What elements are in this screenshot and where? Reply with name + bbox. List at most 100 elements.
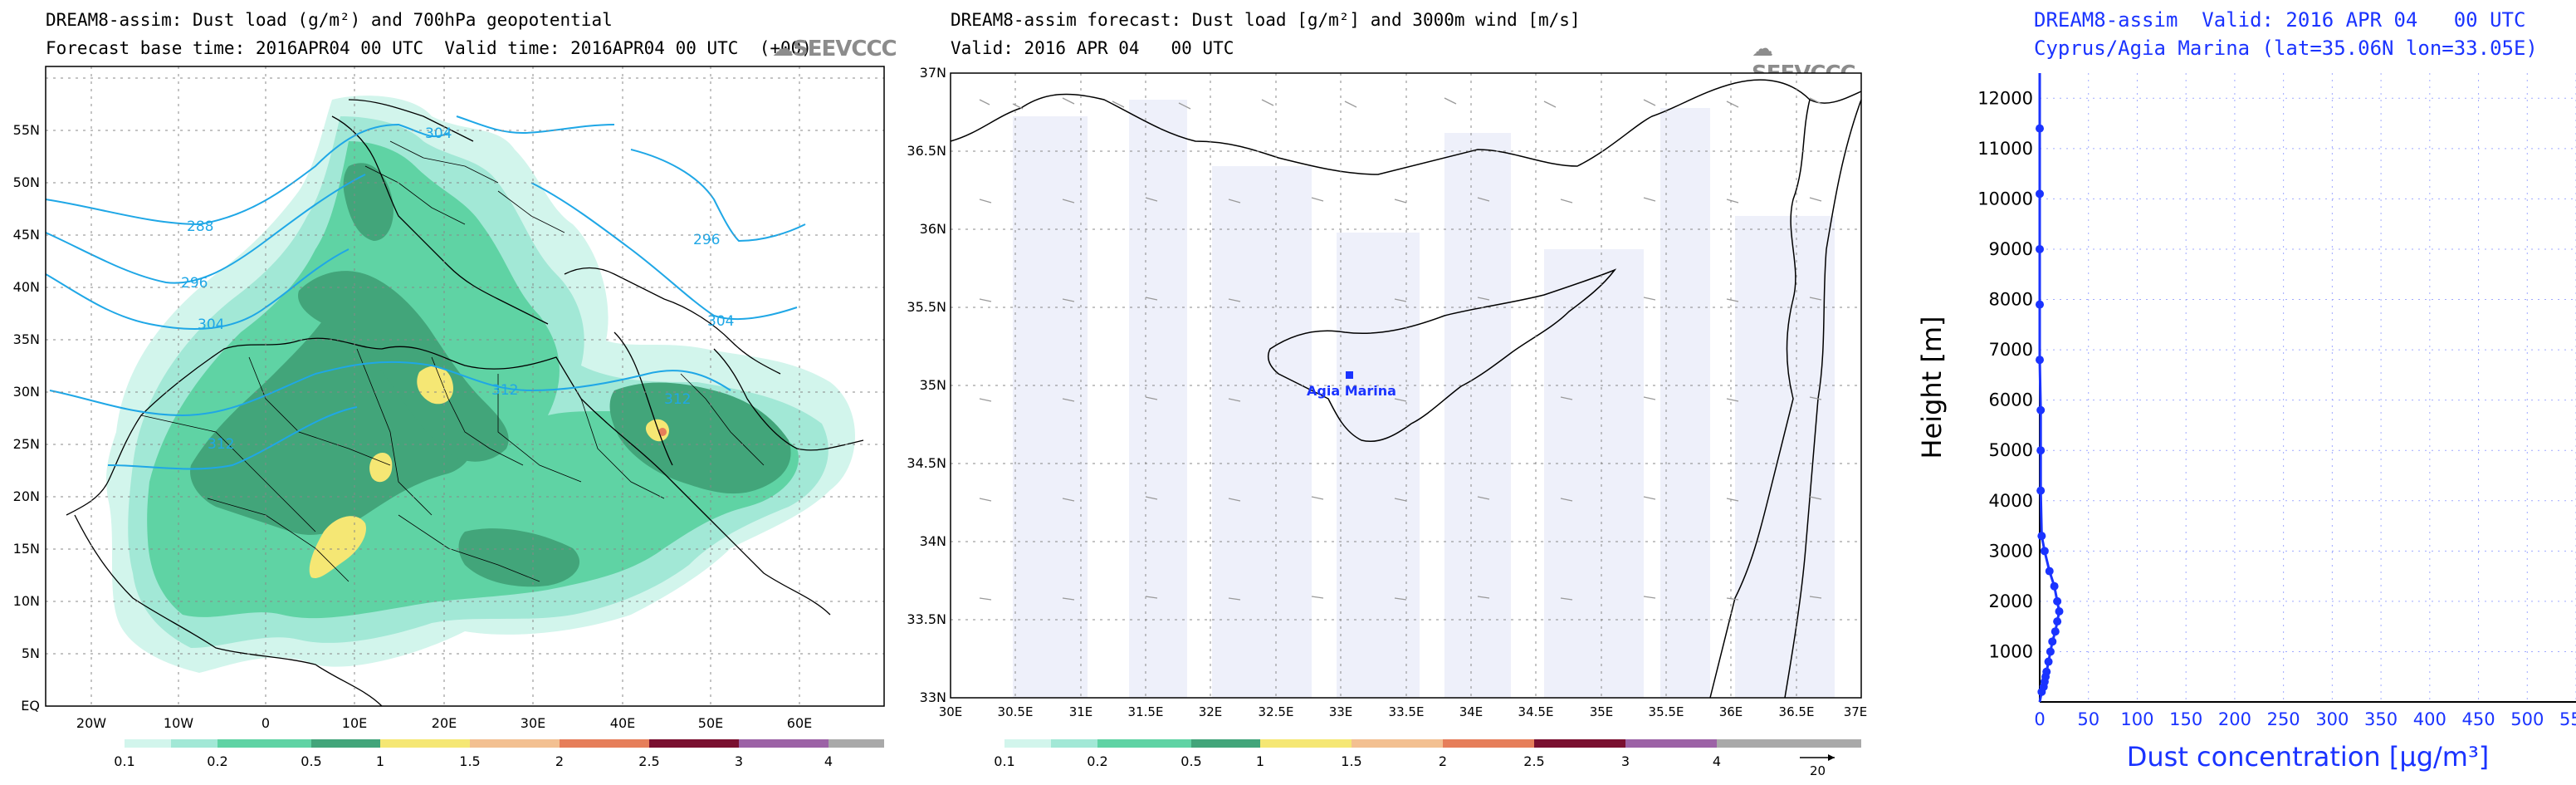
contour-label: 312 xyxy=(491,382,518,399)
map1-colorbar-labels: 0.1 0.2 0.5 1 1.5 2 2.5 3 4 xyxy=(114,753,833,769)
profile-chart-svg: 0 50 100 150 200 250 300 350 400 450 500 550 1000 200… xyxy=(1916,73,2576,773)
profile-point xyxy=(2046,647,2055,656)
cyprus-wind-map-panel: DREAM8-assim forecast: Dust load [g/m²] … xyxy=(907,0,1868,785)
x-tick-label: 250 xyxy=(2267,709,2300,729)
lon-label: 30.5E xyxy=(998,704,1034,719)
profile-point xyxy=(2053,617,2062,626)
colorbar-segment xyxy=(1191,739,1260,748)
contour-label: 312 xyxy=(664,391,691,408)
lat-label: 45N xyxy=(13,227,40,243)
lat-label: 37N xyxy=(920,65,946,81)
map2-lon-labels: 30E 30.5E 31E 31.5E 32E 32.5E 33E 33.5E … xyxy=(939,704,1868,719)
turkey-coast xyxy=(950,79,1862,175)
colorbar-label: 4 xyxy=(824,753,833,769)
colorbar-segment xyxy=(1625,739,1717,748)
profile-point xyxy=(2045,567,2054,576)
colorbar-label: 0.2 xyxy=(1087,753,1107,769)
colorbar-segment xyxy=(829,739,884,748)
x-tick-label: 200 xyxy=(2218,709,2251,729)
lon-label: 35.5E xyxy=(1649,704,1684,719)
station-marker xyxy=(1346,371,1353,379)
x-tick-label: 450 xyxy=(2461,709,2495,729)
colorbar-segment xyxy=(380,739,470,748)
lon-label: 31.5E xyxy=(1128,704,1164,719)
colorbar-segment xyxy=(218,739,311,748)
contour-label: 304 xyxy=(707,313,734,330)
profile-point xyxy=(2036,244,2044,253)
lat-label: 33.5N xyxy=(907,611,946,627)
arrow-head-icon xyxy=(1828,754,1835,761)
colorbar-label: 3 xyxy=(735,753,743,769)
lat-label: 33N xyxy=(920,689,946,705)
contour-label: 296 xyxy=(181,275,208,292)
profile-line xyxy=(2038,73,2061,703)
station-label: Agia Marina xyxy=(1307,383,1396,399)
lon-label: 34.5E xyxy=(1518,704,1554,719)
map2-svg: Agia Marina 33N 33.5N 34N 34.5N 35N 35.5… xyxy=(907,65,1868,778)
map2-colorbar-labels: 0.1 0.2 0.5 1 1.5 2 2.5 3 4 xyxy=(994,753,1721,769)
lat-label: 34N xyxy=(920,533,946,549)
y-axis-title: Height [m] xyxy=(1916,316,1948,459)
dust-layer-dark-e xyxy=(343,163,393,241)
map2-grid xyxy=(951,73,1861,698)
colorbar-label: 0.5 xyxy=(301,753,321,769)
dust-yellow-3 xyxy=(309,516,366,578)
map2-subtitle: Valid: 2016 APR 04 00 UTC xyxy=(951,38,1234,58)
dust-yellow-2 xyxy=(369,453,393,483)
profile-point xyxy=(2051,627,2060,636)
colorbar-segment xyxy=(311,739,380,748)
vertical-profile-panel: DREAM8-assim Valid: 2016 APR 04 00 UTC C… xyxy=(1901,0,2576,785)
profile-point xyxy=(2036,300,2044,309)
lon-label: 32.5E xyxy=(1259,704,1294,719)
levant-coast xyxy=(1709,99,1811,699)
colorbar-segment xyxy=(470,739,560,748)
profile-point xyxy=(2036,124,2044,133)
lon-label: 33.5E xyxy=(1389,704,1425,719)
map1-lon-labels: 20W 10W 0 10E 20E 30E 40E 50E 60E xyxy=(76,715,812,731)
colorbar-label: 0.1 xyxy=(994,753,1014,769)
y-tick-label: 9000 xyxy=(1989,239,2033,259)
lon-label: 50E xyxy=(698,715,723,731)
x-tick-label: 400 xyxy=(2413,709,2446,729)
lon-label: 60E xyxy=(787,715,812,731)
contour-label: 288 xyxy=(187,218,213,235)
lat-label: 35.5N xyxy=(907,299,946,315)
lat-label: 36N xyxy=(920,221,946,237)
colorbar-segment xyxy=(1004,739,1051,748)
x-tick-label: 350 xyxy=(2364,709,2398,729)
cloud-icon: ☁ xyxy=(772,37,794,61)
wind-vectors xyxy=(979,97,1822,601)
profile-point xyxy=(2036,486,2046,495)
map2-title: DREAM8-assim forecast: Dust load [g/m²] … xyxy=(951,10,1581,30)
colorbar-label: 1 xyxy=(1256,753,1264,769)
colorbar-segment xyxy=(739,739,829,748)
colorbar-label: 2 xyxy=(555,753,564,769)
profile-point xyxy=(2036,446,2046,455)
contour-label: 296 xyxy=(693,232,720,248)
reference-vector-label: 20 xyxy=(1810,763,1826,778)
x-tick-label: 150 xyxy=(2169,709,2202,729)
x-tick-label: 0 xyxy=(2034,709,2045,729)
profile-grid xyxy=(2039,73,2576,702)
profile-point xyxy=(2036,405,2046,415)
colorbar-segment xyxy=(560,739,649,748)
dust-yellow-1 xyxy=(417,366,453,405)
y-tick-label: 4000 xyxy=(1989,491,2033,511)
y-tick-label: 1000 xyxy=(1989,641,2033,661)
y-tick-label: 8000 xyxy=(1989,290,2033,310)
profile-point xyxy=(2044,657,2053,666)
profile-point xyxy=(2040,547,2049,556)
lon-label: 34E xyxy=(1459,704,1484,719)
y-tick-label: 10000 xyxy=(1977,189,2033,209)
lat-label: 15N xyxy=(13,541,40,557)
dust-orange-spot xyxy=(658,428,667,436)
y-tick-label: 3000 xyxy=(1989,541,2033,561)
colorbar-segment xyxy=(1717,739,1861,748)
profile-tick-labels: 0 50 100 150 200 250 300 350 400 450 500 550 1000 200… xyxy=(1977,88,2576,729)
colorbar-label: 2.5 xyxy=(638,753,659,769)
map2-frame xyxy=(950,72,1862,699)
colorbar-label: 0.2 xyxy=(207,753,227,769)
dust-layer-dark-c xyxy=(609,382,791,494)
lon-label: 37E xyxy=(1844,704,1868,719)
colorbar-segment xyxy=(1097,739,1191,748)
